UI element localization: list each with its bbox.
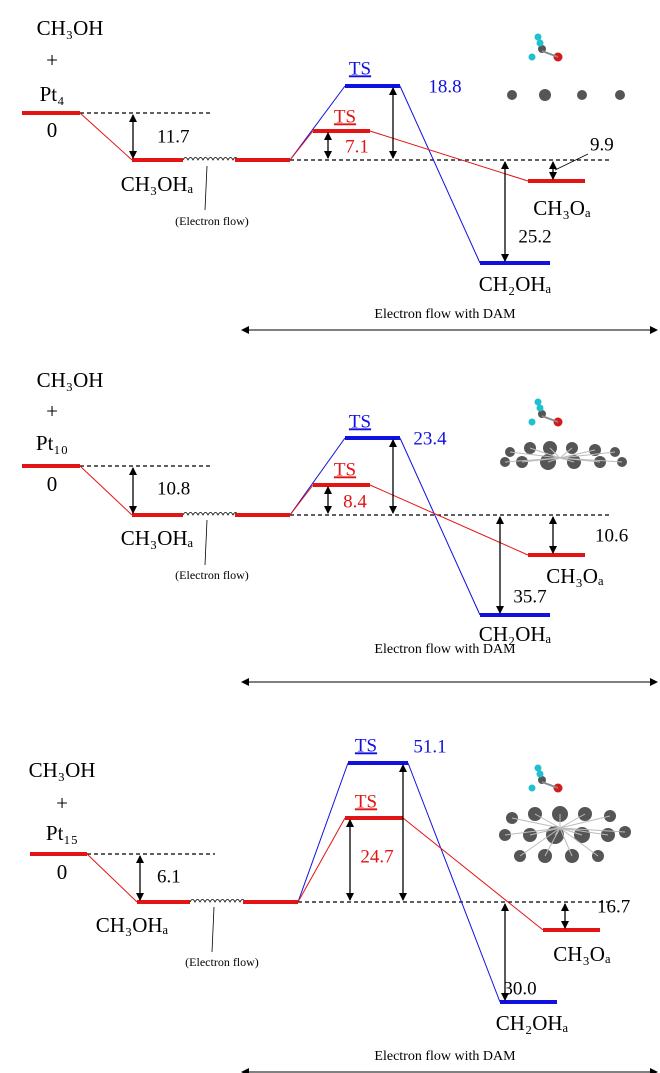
- electron-pointer: [212, 907, 214, 952]
- pt-atom: [615, 90, 625, 100]
- path-line: [298, 818, 345, 902]
- h-atom: [529, 419, 536, 426]
- path-line: [80, 466, 132, 515]
- dam-label: Electron flow with DAM: [374, 642, 516, 657]
- zero-label: 0: [47, 472, 58, 496]
- electron-flow-label: (Electron flow): [175, 214, 249, 228]
- plus-sign: +: [56, 791, 68, 815]
- bond: [560, 452, 615, 458]
- h-atom: [537, 40, 544, 47]
- product-red-energy: 9.9: [590, 134, 614, 155]
- h-atom: [535, 34, 542, 41]
- product-blue-label: CH₂OHₐ: [496, 1011, 569, 1035]
- product-blue-energy: 35.7: [513, 586, 546, 607]
- pt-atom: [577, 90, 587, 100]
- ts-red-label: TS: [334, 459, 356, 480]
- electron-wave: [183, 158, 238, 161]
- adsorption-energy: 11.7: [157, 126, 190, 147]
- ts-blue-energy: 51.1: [413, 736, 446, 757]
- product-blue-energy: 30.0: [503, 978, 536, 999]
- ts-red-energy: 8.4: [343, 491, 367, 512]
- product-red-label: CH₃Oₐ: [546, 564, 604, 588]
- h-atom: [537, 771, 544, 778]
- ts-red-label: TS: [355, 791, 377, 812]
- pt-atom: [539, 89, 551, 101]
- path-line: [290, 131, 313, 160]
- electron-flow-label: (Electron flow): [185, 955, 259, 969]
- ts-blue-label: TS: [349, 58, 371, 79]
- catalyst-label: Pt₄: [40, 82, 65, 106]
- ts-blue-label: TS: [355, 735, 377, 756]
- adsorption-energy: 10.8: [157, 478, 190, 499]
- adsorbed-label: CH₃OHₐ: [96, 913, 169, 937]
- electron-pointer: [205, 520, 207, 565]
- ts-red-energy: 7.1: [345, 136, 369, 157]
- molecule-icon: [507, 34, 625, 102]
- electron-pointer: [205, 166, 207, 210]
- path-line: [370, 131, 528, 181]
- product-blue-label: CH₂OHₐ: [479, 272, 552, 296]
- product-red-energy: 16.7: [597, 896, 630, 917]
- dam-label: Electron flow with DAM: [374, 1049, 516, 1064]
- path-line: [80, 113, 132, 160]
- product-red-label: CH₃Oₐ: [533, 196, 591, 220]
- path-line: [408, 763, 500, 1002]
- product-red-energy: 10.6: [595, 525, 628, 546]
- catalyst-label: Pt₁₀: [36, 431, 68, 455]
- energy-pointer: [555, 154, 588, 170]
- electron-wave: [183, 513, 238, 516]
- product-blue-energy: 25.2: [518, 226, 551, 247]
- path-line: [400, 86, 480, 263]
- ts-blue-label: TS: [349, 411, 371, 432]
- plus-sign: +: [46, 399, 58, 423]
- zero-label: 0: [57, 860, 68, 884]
- zero-label: 0: [47, 118, 58, 142]
- electron-flow-label: (Electron flow): [175, 568, 249, 582]
- h-atom: [535, 399, 542, 406]
- h-atom: [535, 765, 542, 772]
- reactant-label: CH₃OH: [29, 758, 96, 782]
- h-atom: [537, 405, 544, 412]
- product-red-label: CH₃Oₐ: [553, 942, 611, 966]
- dam-label: Electron flow with DAM: [374, 307, 516, 322]
- pt-atom: [507, 90, 517, 100]
- path-line: [370, 485, 528, 555]
- h-atom: [529, 54, 536, 61]
- adsorption-energy: 6.1: [157, 866, 181, 887]
- h-atom: [529, 785, 536, 792]
- electron-wave: [190, 900, 245, 903]
- ts-red-label: TS: [334, 106, 356, 127]
- ts-red-energy: 24.7: [360, 846, 393, 867]
- path-line: [400, 438, 480, 615]
- adsorbed-label: CH₃OHₐ: [121, 172, 194, 196]
- molecule-icon: [499, 765, 631, 864]
- path-line: [298, 763, 348, 902]
- ts-blue-energy: 18.8: [428, 76, 461, 97]
- catalyst-label: Pt₁₅: [46, 821, 78, 845]
- reactant-label: CH₃OH: [37, 16, 104, 40]
- path-line: [290, 485, 313, 515]
- adsorbed-label: CH₃OHₐ: [121, 526, 194, 550]
- ts-blue-energy: 23.4: [413, 428, 447, 449]
- plus-sign: +: [46, 48, 58, 72]
- energy-diagram: CH₃OH + Pt₄ 0 CH₃OHₐ 11.7 (Electron flow) TS 18.…: [0, 0, 660, 1073]
- path-line: [87, 854, 137, 902]
- path-line: [403, 818, 543, 930]
- reactant-label: CH₃OH: [37, 368, 104, 392]
